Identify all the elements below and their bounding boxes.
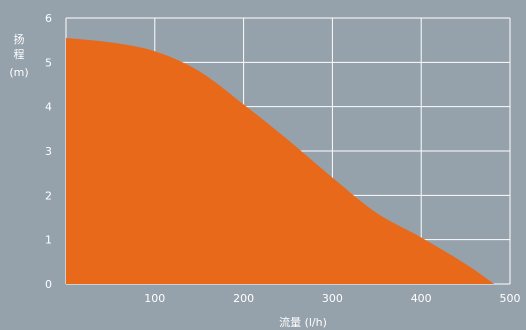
x-tick-labels: 100 200 300 400 500 (144, 292, 520, 305)
y-tick-label: 2 (45, 189, 52, 202)
y-tick-label: 5 (45, 56, 52, 69)
x-tick-label: 400 (411, 292, 432, 305)
y-tick-label: 4 (45, 101, 52, 114)
y-tick-label: 6 (45, 12, 52, 25)
y-tick-label: 3 (45, 145, 52, 158)
x-tick-label: 500 (500, 292, 521, 305)
head-flow-area (66, 37, 495, 285)
y-tick-label: 1 (45, 234, 52, 247)
x-tick-label: 300 (322, 292, 343, 305)
x-tick-label: 100 (144, 292, 165, 305)
y-tick-label: 0 (45, 278, 52, 291)
x-axis-title: 流量 (l/h) (279, 315, 327, 329)
y-axis-title-line2: 程 (14, 48, 25, 61)
y-axis-title-line1: 扬 (14, 32, 25, 46)
y-axis-unit: (m) (9, 66, 28, 79)
x-tick-label: 200 (233, 292, 254, 305)
y-tick-labels: 0 1 2 3 4 5 6 (45, 12, 52, 291)
